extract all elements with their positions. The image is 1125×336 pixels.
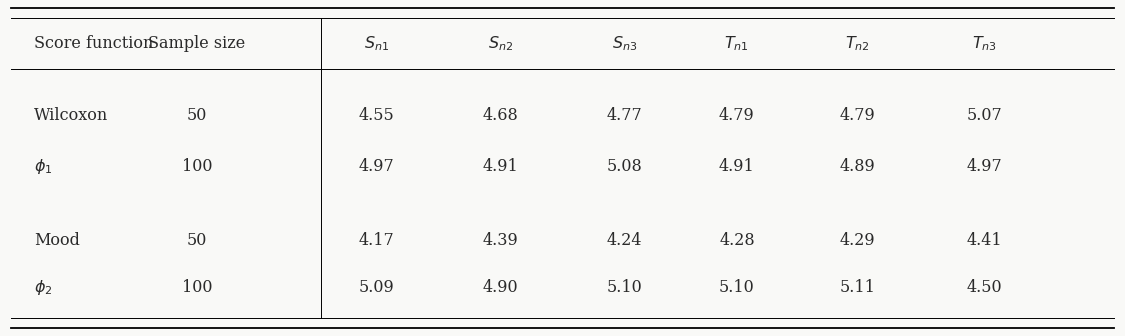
Text: 4.79: 4.79 xyxy=(719,108,755,124)
Text: 4.68: 4.68 xyxy=(483,108,519,124)
Text: 100: 100 xyxy=(181,158,213,175)
Text: $T_{n3}$: $T_{n3}$ xyxy=(972,34,997,53)
Text: 4.91: 4.91 xyxy=(719,158,755,175)
Text: $\phi_2$: $\phi_2$ xyxy=(34,278,52,297)
Text: $\phi_1$: $\phi_1$ xyxy=(34,157,52,176)
Text: $T_{n1}$: $T_{n1}$ xyxy=(724,34,749,53)
Text: 50: 50 xyxy=(187,232,207,249)
Text: 100: 100 xyxy=(181,279,213,296)
Text: 5.10: 5.10 xyxy=(719,279,755,296)
Text: 5.08: 5.08 xyxy=(606,158,642,175)
Text: 4.77: 4.77 xyxy=(606,108,642,124)
Text: $S_{n1}$: $S_{n1}$ xyxy=(364,34,389,53)
Text: 4.29: 4.29 xyxy=(839,232,875,249)
Text: Sample size: Sample size xyxy=(148,35,245,52)
Text: $S_{n2}$: $S_{n2}$ xyxy=(488,34,513,53)
Text: 4.50: 4.50 xyxy=(966,279,1002,296)
Text: 5.07: 5.07 xyxy=(966,108,1002,124)
Text: 5.09: 5.09 xyxy=(359,279,395,296)
Text: Mood: Mood xyxy=(34,232,80,249)
Text: 4.97: 4.97 xyxy=(359,158,395,175)
Text: 4.89: 4.89 xyxy=(839,158,875,175)
Text: 4.79: 4.79 xyxy=(839,108,875,124)
Text: Score function: Score function xyxy=(34,35,153,52)
Text: 4.28: 4.28 xyxy=(719,232,755,249)
Text: 5.10: 5.10 xyxy=(606,279,642,296)
Text: 4.39: 4.39 xyxy=(483,232,519,249)
Text: 4.90: 4.90 xyxy=(483,279,519,296)
Text: Wilcoxon: Wilcoxon xyxy=(34,108,108,124)
Text: 4.17: 4.17 xyxy=(359,232,395,249)
Text: 4.91: 4.91 xyxy=(483,158,519,175)
Text: 5.11: 5.11 xyxy=(839,279,875,296)
Text: $T_{n2}$: $T_{n2}$ xyxy=(845,34,870,53)
Text: 4.55: 4.55 xyxy=(359,108,395,124)
Text: 4.97: 4.97 xyxy=(966,158,1002,175)
Text: 4.41: 4.41 xyxy=(966,232,1002,249)
Text: 4.24: 4.24 xyxy=(606,232,642,249)
Text: $S_{n3}$: $S_{n3}$ xyxy=(612,34,637,53)
Text: 50: 50 xyxy=(187,108,207,124)
